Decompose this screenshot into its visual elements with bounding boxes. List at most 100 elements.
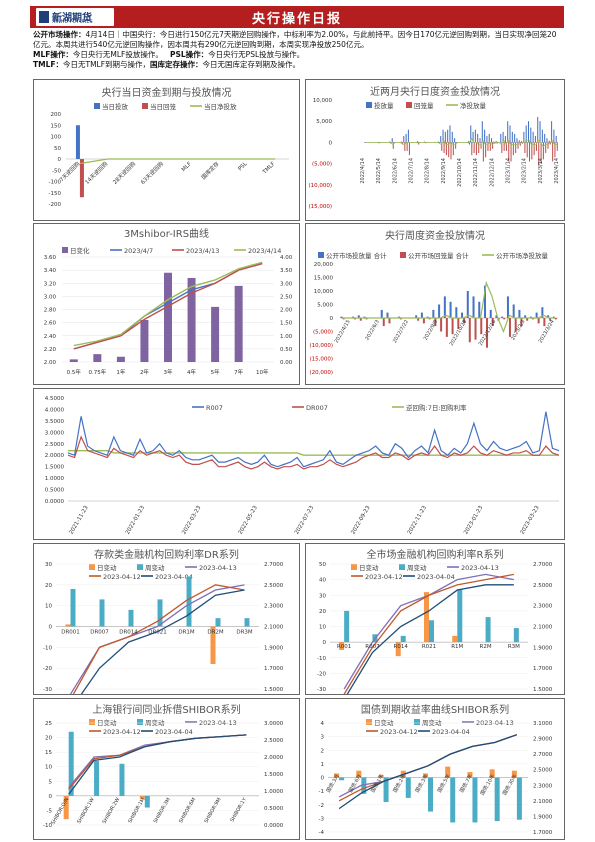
mlf-label: MLF操作： — [33, 50, 73, 59]
bar-day-change — [424, 592, 429, 643]
bar-invest — [544, 133, 546, 143]
y-tick-label: 150 — [51, 123, 62, 129]
bar-invest — [495, 315, 498, 318]
x-tick-label: 国债:7年 — [458, 773, 474, 794]
bar-withdraw — [487, 142, 489, 151]
bar-week-change — [94, 760, 100, 796]
x-tick-label: DR2M — [207, 630, 224, 636]
legend-label: 当日回笼 — [150, 102, 177, 111]
y-tick-label: -20 — [43, 666, 52, 672]
y-tick-label: -100 — [49, 180, 62, 186]
x-tick-label: 2023-03-23 — [520, 505, 541, 536]
bar-invest — [467, 141, 469, 143]
y-tick-label: 2.00 — [280, 308, 293, 314]
bar-invest — [541, 307, 544, 318]
y-tick-label: -5 — [47, 808, 53, 814]
bar-week-change — [144, 795, 150, 808]
bar-invest — [400, 141, 402, 143]
bar-invest — [455, 307, 458, 318]
y-tick-label: 3.0000 — [264, 721, 284, 727]
bar-day-change — [65, 624, 71, 627]
y-tick-label: -10 — [317, 656, 326, 662]
bar-daily-change — [164, 272, 172, 362]
legend-swatch — [406, 102, 412, 108]
bar-invest — [516, 138, 518, 143]
x-tick-label: 2022-03-23 — [181, 505, 202, 536]
y-tick-label: 2.00 — [44, 360, 57, 366]
bar-invest — [397, 316, 400, 318]
bar-week-change — [428, 777, 433, 812]
bar-day-change — [334, 773, 340, 778]
bar-daily-change — [211, 306, 220, 362]
bar-day-change — [423, 773, 428, 778]
y-tick-label: 2.3000 — [264, 604, 284, 610]
bar-withdraw — [365, 318, 368, 320]
x-tick-label: 2023/1/14 — [506, 158, 512, 184]
bar-withdraw — [425, 142, 427, 144]
x-tick-label: PSL — [237, 161, 249, 173]
bar-withdraw — [443, 142, 445, 153]
bar-invest — [502, 131, 504, 143]
chart-title: 存款类金融机构回购利率DR系列 — [94, 548, 239, 561]
legend-label: 当日投放 — [102, 102, 129, 111]
chart-title: 3Mshibor-IRS曲线 — [124, 227, 209, 240]
x-tick-label: 3年 — [164, 368, 173, 376]
legend-label: 回笼量 — [414, 101, 434, 110]
y-tick-label: 30 — [319, 593, 326, 599]
x-tick-label: 2023/3/24 — [538, 319, 556, 344]
line-2023-04-04 — [346, 584, 514, 694]
bar-invest — [454, 138, 456, 143]
chart-title: 央行周度资金投放情况 — [385, 229, 485, 242]
bar-withdraw — [399, 318, 402, 320]
bar-invest — [495, 141, 497, 143]
bar-invest — [472, 131, 474, 143]
x-tick-label: DR1M — [178, 630, 195, 636]
bar-daily-change — [93, 354, 102, 362]
bar-invest — [437, 141, 439, 143]
x-tick-label: 国债:5年 — [436, 773, 452, 794]
y-tick-label: -4 — [319, 830, 325, 836]
bar-week-change — [70, 589, 76, 627]
legend-label: 净投放量 — [460, 101, 487, 110]
bar-withdraw — [543, 318, 546, 327]
y-tick-label: 3.00 — [44, 294, 57, 300]
bar-invest — [403, 136, 405, 143]
x-tick-label: 2023-01-23 — [463, 505, 484, 536]
x-tick-label: 2021-11-23 — [69, 505, 90, 536]
bar-withdraw — [471, 142, 473, 156]
bar-withdraw — [526, 318, 529, 321]
bar-withdraw — [422, 318, 425, 324]
bar-invest — [514, 133, 516, 143]
bar-withdraw — [478, 142, 480, 153]
bar-withdraw — [526, 142, 528, 158]
bar-week-change — [344, 610, 350, 643]
legend-swatch — [400, 252, 406, 258]
bar-withdraw — [549, 318, 552, 321]
bar-invest — [511, 131, 513, 143]
bar-withdraw — [485, 142, 487, 158]
bar-invest — [484, 129, 486, 143]
y-tick-label: 0 — [58, 157, 62, 163]
bar-withdraw — [512, 142, 514, 156]
x-tick-label: 7天逆回购 — [58, 159, 82, 183]
y-tick-label: 20 — [45, 736, 52, 742]
line-dr007 — [67, 435, 560, 470]
bar-withdraw — [540, 142, 542, 164]
legend-swatch — [366, 102, 372, 108]
bar-week-change — [157, 599, 163, 627]
x-tick-label: 10年 — [256, 368, 269, 376]
x-tick-label: 2022/4/15 — [334, 319, 352, 344]
bar-daily-change — [234, 285, 243, 362]
x-tick-label: 2022-09-23 — [350, 505, 371, 536]
x-tick-label: 2022/7/14 — [409, 158, 415, 184]
bar-withdraw — [503, 318, 506, 320]
x-tick-label: SHIBOR:1W — [76, 797, 96, 825]
bar-invest — [477, 133, 479, 143]
bar-invest — [417, 141, 419, 143]
